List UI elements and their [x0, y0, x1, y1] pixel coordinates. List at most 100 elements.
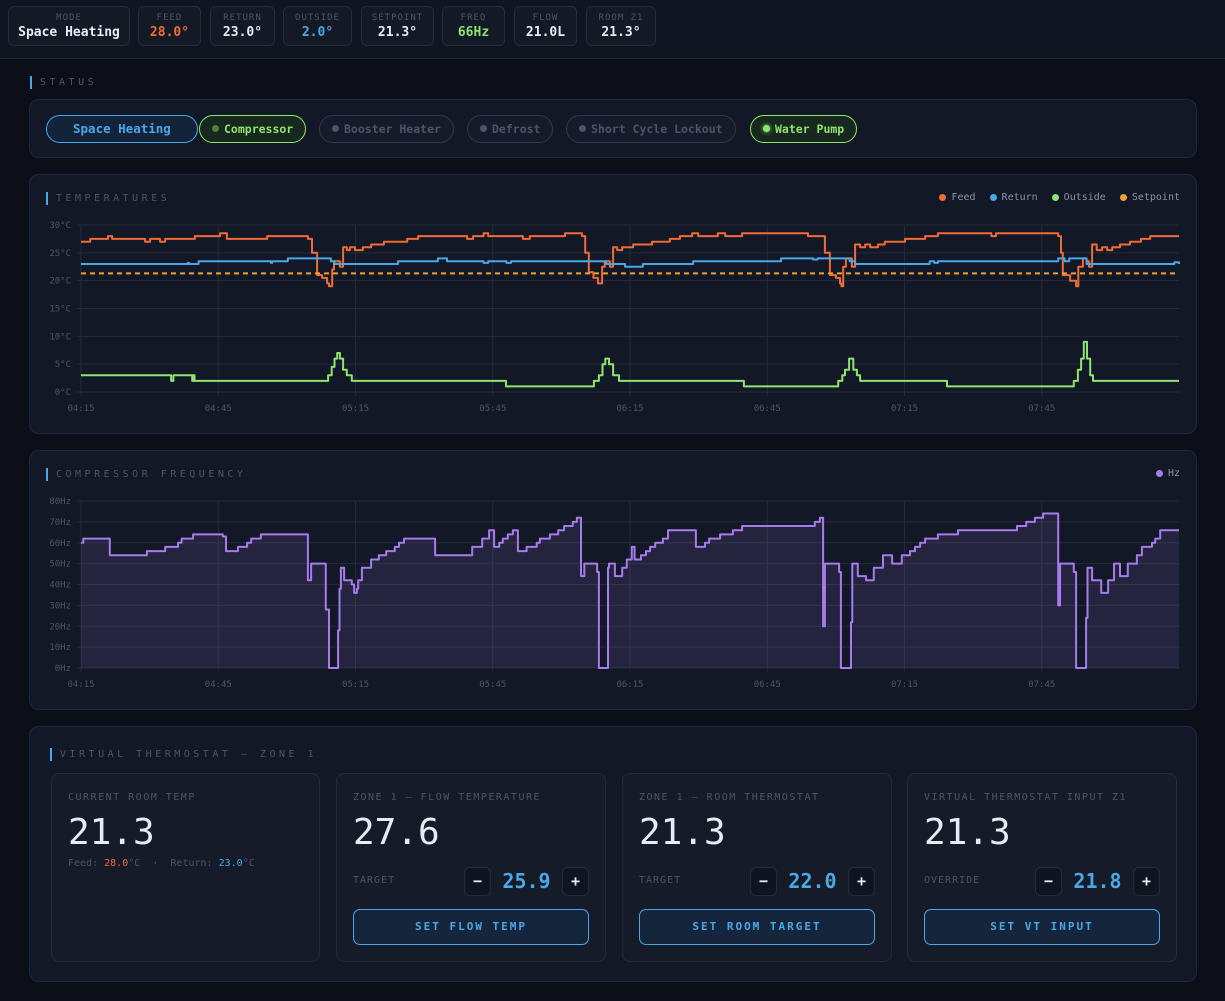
y-tick-label: 20Hz — [49, 622, 71, 632]
top-status-bar: MODE Space Heating FEED 28.0° RETURN 23.… — [0, 0, 1225, 59]
room-target-stepper: − 22.0 + — [750, 866, 875, 896]
legend-return: Return — [989, 192, 1038, 203]
legend-swatch-icon — [1051, 194, 1059, 201]
y-tick-label: 50Hz — [49, 560, 71, 570]
stat-return: RETURN 23.0° — [210, 6, 275, 46]
decrement-button[interactable]: − — [750, 866, 777, 896]
stat-feed: FEED 28.0° — [138, 6, 201, 46]
indicator-water-pump: Water Pump — [750, 115, 858, 143]
increment-button[interactable]: + — [1133, 866, 1160, 896]
increment-button[interactable]: + — [848, 866, 875, 896]
flow-temp-card: ZONE 1 — FLOW TEMPERATURE 27.6 TARGET − … — [336, 773, 606, 962]
legend-label: Outside — [1063, 192, 1106, 203]
vt-override-stepper: − 21.8 + — [1035, 866, 1160, 896]
unit: °C — [242, 858, 255, 869]
override-label: OVERRIDE — [924, 875, 981, 886]
stat-label: FLOW — [532, 13, 559, 23]
y-tick-label: 40Hz — [49, 581, 71, 591]
separator: · — [152, 858, 159, 869]
stat-value: 2.0° — [301, 25, 334, 40]
return-label: Return: — [170, 858, 213, 869]
feed-label: Feed: — [68, 858, 99, 869]
stat-value: 21.3° — [601, 25, 641, 40]
stat-value: 66Hz — [457, 25, 490, 40]
legend-label: Feed — [951, 192, 976, 203]
indicator-short-cycle-lockout: Short Cycle Lockout — [566, 115, 736, 143]
indicator-label: Water Pump — [775, 122, 845, 136]
legend-outside: Outside — [1051, 192, 1106, 203]
y-tick-label: 20°C — [49, 277, 71, 287]
y-tick-label: 70Hz — [49, 518, 71, 528]
y-tick-label: 30°C — [49, 221, 71, 231]
decrement-button[interactable]: − — [464, 866, 491, 896]
x-tick-label: 05:45 — [479, 680, 506, 690]
stat-label: RETURN — [223, 13, 262, 23]
y-tick-label: 0Hz — [55, 664, 71, 674]
room-thermostat-card: ZONE 1 — ROOM THERMOSTAT 21.3 TARGET − 2… — [622, 773, 892, 962]
stat-mode: MODE Space Heating — [8, 6, 130, 46]
frequency-panel: COMPRESSOR FREQUENCY Hz — [29, 450, 1197, 710]
x-tick-label: 04:45 — [205, 404, 232, 414]
indicator-label: Booster Heater — [344, 122, 441, 136]
stat-label: MODE — [56, 13, 82, 23]
y-tick-label: 30Hz — [49, 601, 71, 611]
card-label: ZONE 1 — FLOW TEMPERATURE — [353, 792, 542, 803]
target-label: TARGET — [353, 875, 396, 886]
x-tick-label: 05:15 — [342, 680, 369, 690]
indicator-label: Defrost — [492, 122, 541, 136]
decrement-button[interactable]: − — [1035, 866, 1062, 896]
series-line-return — [81, 257, 1180, 268]
stat-outside: OUTSIDE 2.0° — [283, 6, 352, 46]
card-label: VIRTUAL THERMOSTAT INPUT Z1 — [924, 792, 1128, 803]
thermostat-title: VIRTUAL THERMOSTAT — ZONE 1 — [50, 748, 317, 761]
set-vt-input-button[interactable]: SET VT INPUT — [924, 909, 1160, 945]
vt-override-value: 21.8 — [1073, 869, 1122, 893]
x-tick-label: 07:15 — [891, 680, 918, 690]
series-area-hz — [81, 513, 1179, 668]
stat-label: OUTSIDE — [295, 13, 340, 23]
stat-label: ROOM Z1 — [598, 13, 644, 23]
feed-value: 28.0 — [104, 858, 129, 869]
y-tick-label: 10°C — [49, 332, 71, 342]
frequency-chart: 0Hz 10Hz 20Hz 30Hz 40Hz 50Hz 60Hz 70Hz 80Hz 04:15… — [49, 497, 1179, 690]
legend-hz: Hz — [1155, 468, 1180, 479]
y-tick-label: 60Hz — [49, 539, 71, 549]
temperatures-title: TEMPERATURES — [46, 192, 170, 205]
set-room-target-button[interactable]: SET ROOM TARGET — [639, 909, 875, 945]
x-tick-label: 04:15 — [67, 680, 94, 690]
stat-label: FEED — [156, 13, 183, 23]
status-panel: Space Heating Compressor Booster Heater … — [29, 99, 1197, 158]
x-tick-label: 06:15 — [616, 680, 643, 690]
temperatures-panel: TEMPERATURES Feed Return Outside Setpoin… — [29, 174, 1197, 434]
room-thermostat-value: 21.3 — [639, 812, 726, 853]
indicator-booster-heater: Booster Heater — [319, 115, 454, 143]
increment-button[interactable]: + — [562, 866, 589, 896]
indicator-label: Compressor — [224, 122, 294, 136]
card-label: CURRENT ROOM TEMP — [68, 792, 196, 803]
feed-return-summary: Feed: 28.0°C · Return: 23.0°C — [68, 858, 255, 869]
x-tick-label: 07:45 — [1028, 680, 1055, 690]
status-dot-icon — [332, 125, 339, 132]
y-tick-label: 0°C — [55, 388, 71, 398]
series-line-hz — [81, 512, 1179, 669]
y-tick-label: 80Hz — [49, 497, 71, 507]
stat-value: 28.0° — [149, 25, 190, 40]
legend-label: Hz — [1167, 468, 1180, 479]
y-tick-label: 15°C — [49, 305, 71, 315]
chart-grid — [77, 224, 1179, 396]
flow-temp-value: 27.6 — [353, 812, 440, 853]
indicator-defrost: Defrost — [467, 115, 554, 143]
indicator-label: Short Cycle Lockout — [591, 122, 723, 136]
legend-label: Return — [1001, 192, 1038, 203]
stat-setpoint: SETPOINT 21.3° — [361, 6, 434, 46]
x-tick-label: 04:45 — [205, 680, 232, 690]
set-flow-temp-button[interactable]: SET FLOW TEMP — [353, 909, 589, 945]
mode-pill: Space Heating — [46, 115, 198, 143]
card-label: ZONE 1 — ROOM THERMOSTAT — [639, 792, 820, 803]
series-line-feed — [81, 232, 1179, 288]
status-dot-icon — [763, 125, 770, 132]
temperatures-chart: 0°C 5°C 10°C 15°C 20°C 25°C 30°C 04:15 04:45 05:1… — [49, 221, 1180, 414]
x-tick-label: 04:15 — [67, 404, 94, 414]
stat-room-z1: ROOM Z1 21.3° — [586, 6, 656, 46]
current-room-temp-value: 21.3 — [68, 812, 155, 853]
